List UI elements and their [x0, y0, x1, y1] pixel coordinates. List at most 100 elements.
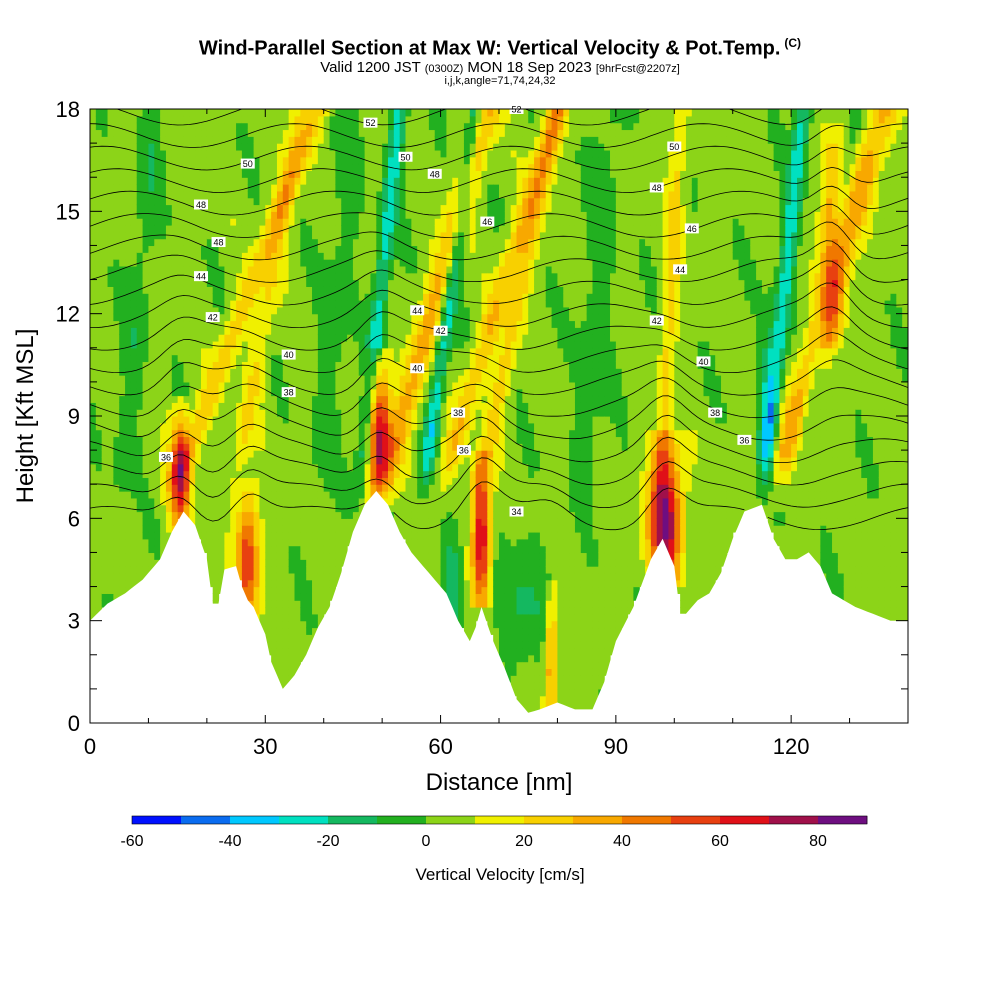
velocity-cell	[183, 238, 190, 247]
velocity-cell	[148, 170, 155, 178]
velocity-cell	[405, 334, 412, 342]
velocity-cell	[142, 402, 150, 410]
velocity-cell	[148, 218, 155, 226]
velocity-cell	[358, 504, 366, 513]
velocity-cell	[423, 388, 430, 397]
velocity-cell	[306, 259, 313, 267]
velocity-cell	[300, 259, 307, 267]
velocity-cell	[282, 613, 290, 622]
velocity-cell	[230, 265, 237, 274]
velocity-cell	[405, 197, 412, 206]
velocity-cell	[387, 218, 395, 226]
velocity-cell	[469, 306, 477, 315]
velocity-cell	[487, 313, 494, 322]
velocity-cell	[440, 184, 448, 192]
velocity-cell	[452, 231, 459, 240]
velocity-cell	[499, 504, 506, 513]
velocity-cell	[119, 409, 126, 417]
velocity-cell	[300, 320, 307, 328]
velocity-cell	[370, 429, 377, 438]
velocity-cell	[352, 477, 360, 485]
velocity-cell	[282, 231, 290, 240]
velocity-cell	[499, 545, 506, 554]
velocity-cell	[440, 109, 448, 117]
velocity-cell	[101, 593, 109, 601]
velocity-cell	[393, 143, 401, 151]
velocity-cell	[224, 388, 231, 397]
velocity-cell	[241, 245, 249, 253]
velocity-cell	[154, 497, 161, 506]
velocity-cell	[271, 279, 278, 287]
velocity-cell	[288, 320, 296, 328]
velocity-cell	[294, 586, 301, 594]
velocity-cell	[206, 436, 214, 444]
velocity-cell	[236, 224, 243, 233]
velocity-cell	[177, 286, 185, 294]
velocity-cell	[493, 368, 500, 376]
velocity-cell	[358, 429, 366, 438]
velocity-cell	[428, 300, 436, 308]
velocity-cell	[195, 334, 202, 342]
velocity-cell	[463, 463, 471, 472]
velocity-cell	[469, 170, 477, 178]
velocity-cell	[271, 204, 278, 212]
velocity-cell	[282, 470, 290, 478]
velocity-cell	[282, 484, 290, 492]
velocity-cell	[236, 286, 243, 294]
velocity-cell	[399, 313, 407, 322]
velocity-cell	[446, 197, 453, 206]
velocity-cell	[393, 381, 401, 390]
velocity-cell	[171, 156, 179, 165]
velocity-cell	[177, 163, 185, 171]
velocity-cell	[253, 388, 261, 397]
velocity-cell	[335, 375, 342, 383]
velocity-cell	[294, 450, 301, 458]
velocity-cell	[306, 634, 313, 642]
velocity-cell	[469, 252, 477, 260]
velocity-cell	[253, 484, 261, 492]
velocity-cell	[481, 252, 488, 260]
velocity-cell	[312, 136, 319, 144]
velocity-cell	[259, 149, 266, 158]
velocity-cell	[423, 450, 430, 458]
velocity-cell	[458, 300, 465, 308]
velocity-cell	[300, 109, 307, 117]
velocity-cell	[306, 177, 313, 185]
velocity-cell	[282, 504, 290, 513]
velocity-cell	[230, 409, 237, 417]
velocity-cell	[341, 149, 348, 158]
velocity-cell	[183, 286, 190, 294]
velocity-cell	[271, 402, 278, 410]
velocity-cell	[300, 190, 307, 199]
velocity-cell	[218, 143, 225, 151]
velocity-cell	[300, 252, 307, 260]
velocity-cell	[300, 265, 307, 274]
velocity-cell	[481, 211, 488, 219]
velocity-cell	[130, 136, 138, 144]
velocity-cell	[417, 340, 424, 349]
velocity-cell	[469, 129, 477, 137]
velocity-cell	[446, 484, 453, 492]
velocity-cell	[95, 531, 103, 540]
velocity-cell	[154, 388, 161, 397]
velocity-cell	[387, 245, 395, 253]
velocity-cell	[218, 497, 225, 506]
velocity-cell	[90, 306, 97, 315]
velocity-cell	[364, 422, 372, 431]
velocity-cell	[335, 552, 342, 560]
velocity-cell	[136, 361, 144, 369]
velocity-cell	[136, 416, 144, 424]
velocity-cell	[493, 463, 500, 472]
velocity-cell	[364, 395, 372, 403]
velocity-cell	[352, 347, 360, 356]
velocity-cell	[358, 149, 366, 158]
velocity-cell	[189, 381, 196, 390]
velocity-cell	[113, 559, 120, 567]
velocity-cell	[417, 156, 424, 165]
velocity-cell	[347, 497, 354, 506]
velocity-cell	[452, 436, 459, 444]
velocity-cell	[95, 218, 103, 226]
velocity-cell	[241, 252, 249, 260]
velocity-cell	[230, 368, 237, 376]
velocity-cell	[499, 306, 506, 315]
